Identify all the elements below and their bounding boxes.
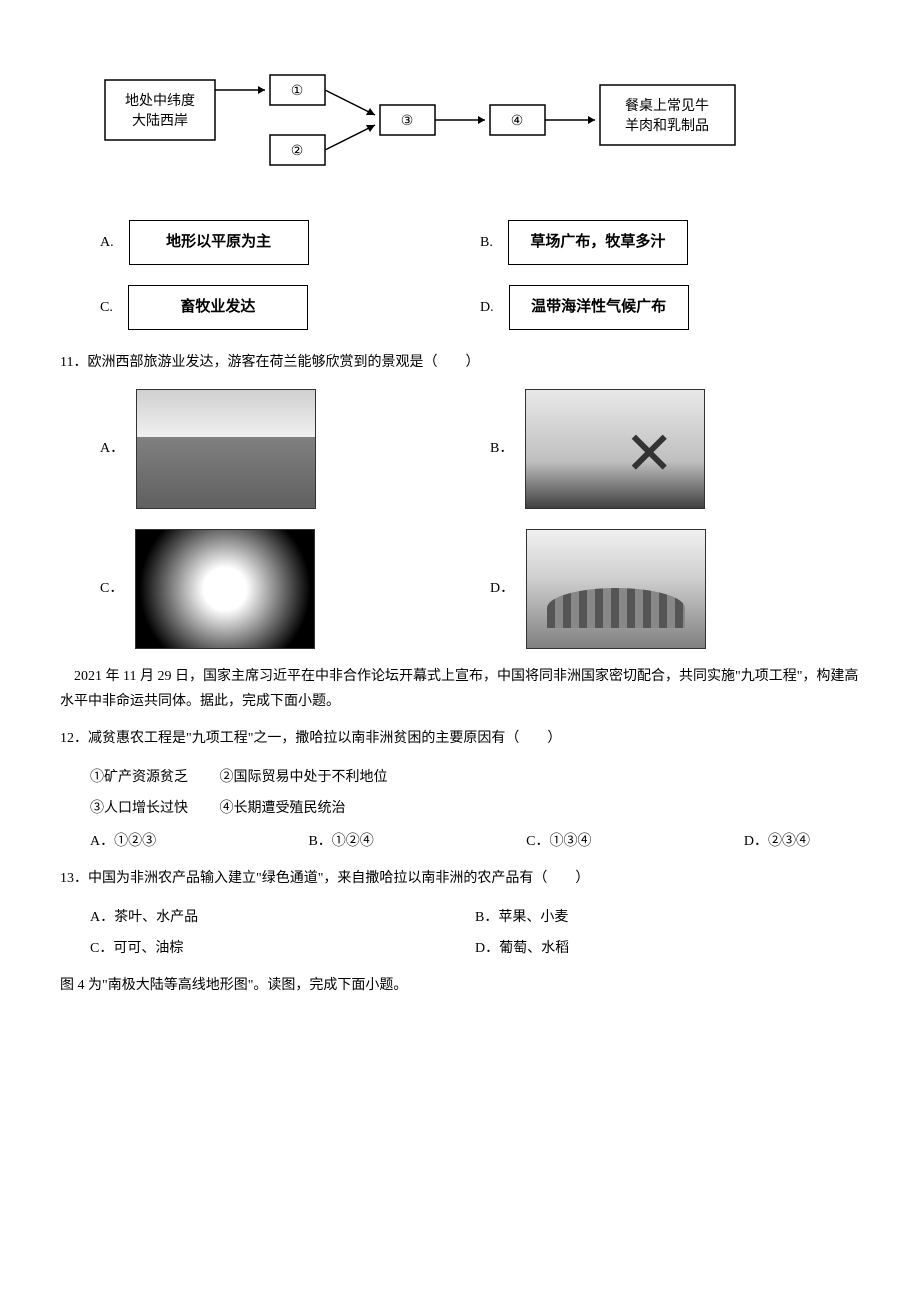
q13-choice-d: D．葡萄、水稻: [475, 936, 860, 961]
q12-item2: ②国际贸易中处于不利地位: [220, 770, 388, 785]
q12-choices: A．①②③ B．①②④ C．①③④ D．②③④: [90, 829, 810, 854]
image-windmill: [525, 389, 705, 509]
q11-option-d: D．: [490, 529, 820, 649]
q12-items-line1: ①矿产资源贫乏 ②国际贸易中处于不利地位: [90, 765, 860, 790]
image-palace: [136, 389, 316, 509]
image-colosseum: [526, 529, 706, 649]
q11-option-b: B．: [490, 389, 820, 509]
q12-choice-a: A．①②③: [90, 829, 156, 854]
q11-image-options: A． B． C． D．: [100, 389, 820, 649]
option-d-label: D.: [480, 295, 494, 320]
flow-left-line1: 地处中纬度: [125, 93, 195, 109]
q12-stem: 12．减贫惠农工程是"九项工程"之一，撒哈拉以南非洲贫困的主要原因有（ ）: [60, 726, 860, 753]
q11-b-label: B．: [490, 436, 513, 461]
q11-option-a: A．: [100, 389, 430, 509]
q13-choices: A．茶叶、水产品 B．苹果、小麦 C．可可、油棕 D．葡萄、水稻: [90, 905, 860, 961]
q11-option-c: C．: [100, 529, 430, 649]
flow-diagram: 地处中纬度 大陆西岸 ① ② ③ ④ 餐桌上常见牛 羊肉和乳制品: [100, 60, 820, 190]
flow-right-line2: 羊肉和乳制品: [625, 118, 709, 134]
footer-text: 图 4 为"南极大陆等高线地形图"。读图，完成下面小题。: [60, 973, 860, 1000]
flow-svg: 地处中纬度 大陆西岸 ① ② ③ ④ 餐桌上常见牛 羊肉和乳制品: [100, 60, 800, 190]
q12-item1: ①矿产资源贫乏: [90, 770, 188, 785]
passage-text: 2021 年 11 月 29 日，国家主席习近平在中非合作论坛开幕式上宣布，中国…: [60, 664, 860, 714]
option-d-row: D. 温带海洋性气候广布: [480, 285, 820, 330]
flow-node4: ④: [511, 114, 524, 129]
q12-items-line2: ③人口增长过快 ④长期遭受殖民统治: [90, 796, 860, 821]
q11-stem: 11．欧洲西部旅游业发达，游客在荷兰能够欣赏到的景观是（ ）: [60, 350, 860, 377]
flow-right-line1: 餐桌上常见牛: [625, 98, 709, 114]
q11-d-label: D．: [490, 576, 514, 601]
q12-item3: ③人口增长过快: [90, 801, 188, 816]
q12-choice-c: C．①③④: [526, 829, 591, 854]
option-a-row: A. 地形以平原为主: [100, 220, 440, 265]
option-b-label: B.: [480, 230, 493, 255]
q13-choice-b: B．苹果、小麦: [475, 905, 860, 930]
q13-choice-a: A．茶叶、水产品: [90, 905, 475, 930]
flow-node1: ①: [291, 84, 304, 99]
q12-items: ①矿产资源贫乏 ②国际贸易中处于不利地位 ③人口增长过快 ④长期遭受殖民统治: [90, 765, 860, 821]
image-ruins: [135, 529, 315, 649]
flow-left-line2: 大陆西岸: [132, 113, 188, 129]
option-a-box: 地形以平原为主: [129, 220, 309, 265]
q12-choice-d: D．②③④: [744, 829, 810, 854]
option-c-label: C.: [100, 295, 113, 320]
q11-a-label: A．: [100, 436, 124, 461]
option-b-row: B. 草场广布，牧草多汁: [480, 220, 820, 265]
flow-node2: ②: [291, 144, 304, 159]
q12-item4: ④长期遭受殖民统治: [220, 801, 346, 816]
option-c-row: C. 畜牧业发达: [100, 285, 440, 330]
q11-c-label: C．: [100, 576, 123, 601]
q13-stem: 13．中国为非洲农产品输入建立"绿色通道"，来自撒哈拉以南非洲的农产品有（ ）: [60, 866, 860, 893]
option-b-box: 草场广布，牧草多汁: [508, 220, 688, 265]
option-d-box: 温带海洋性气候广布: [509, 285, 689, 330]
q12-choice-b: B．①②④: [308, 829, 373, 854]
option-c-box: 畜牧业发达: [128, 285, 308, 330]
q13-choice-c: C．可可、油棕: [90, 936, 475, 961]
option-a-label: A.: [100, 230, 114, 255]
flow-node3: ③: [401, 114, 414, 129]
boxed-options-grid: A. 地形以平原为主 B. 草场广布，牧草多汁 C. 畜牧业发达 D. 温带海洋…: [100, 220, 820, 330]
